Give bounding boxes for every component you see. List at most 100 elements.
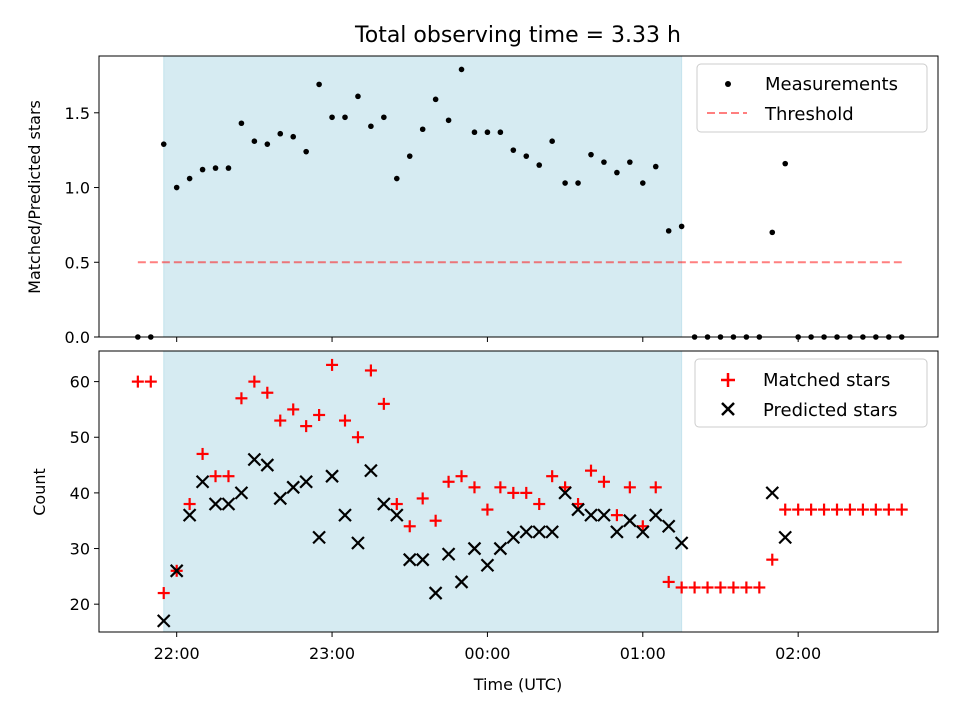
matched-stars-point xyxy=(843,503,856,516)
predicted-stars-point xyxy=(532,525,546,539)
measurement-point xyxy=(329,114,335,121)
matched-stars-point xyxy=(727,581,740,594)
matched-stars-point xyxy=(261,386,274,399)
matched-stars-point xyxy=(248,375,261,388)
matched-stars-point xyxy=(468,481,481,494)
measurement-point xyxy=(186,175,193,182)
predicted-stars-point xyxy=(156,614,171,628)
measurement-point xyxy=(639,180,646,186)
matched-stars-point xyxy=(688,581,701,594)
measurement-point xyxy=(471,129,478,136)
bottom-legend-box xyxy=(694,358,928,428)
top-legend-box xyxy=(696,63,928,133)
measurement-point xyxy=(652,163,659,170)
matched-stars-point xyxy=(856,503,869,516)
matched-stars-point xyxy=(779,503,792,516)
bottom-y-ticks: 20 30 40 50 60 xyxy=(70,373,99,614)
measurement-point xyxy=(484,129,491,136)
matched-stars-point xyxy=(157,587,170,600)
bottom-x-tick-label: 02:00 xyxy=(775,644,821,663)
bottom-y-tick-label: 20 xyxy=(70,595,90,614)
matched-stars-point xyxy=(675,581,688,594)
matched-stars-point xyxy=(636,520,649,533)
matched-stars-point xyxy=(740,581,753,594)
legend-matched-marker xyxy=(721,373,735,387)
top-axes-frame xyxy=(98,55,939,338)
measurement-point xyxy=(549,138,555,144)
predicted-stars-point xyxy=(428,586,443,600)
matched-stars-point xyxy=(196,447,209,460)
predicted-stars-point xyxy=(351,536,365,550)
measurement-point xyxy=(562,180,568,186)
matched-stars-point xyxy=(455,470,468,483)
measurement-point xyxy=(588,151,594,158)
matched-stars-point xyxy=(377,397,390,410)
predicted-stars-point xyxy=(454,575,469,589)
matched-stars-point xyxy=(494,481,507,494)
measurement-point xyxy=(342,114,348,121)
bottom-y-tick-label: 30 xyxy=(70,540,90,559)
bottom-x-tick-label: 00:00 xyxy=(464,644,510,663)
matched-stars-point xyxy=(805,503,818,516)
top-y-ticks: 0.0 0.5 1.0 1.5 xyxy=(65,104,99,347)
predicted-stars-point xyxy=(441,547,456,561)
predicted-stars-point xyxy=(765,486,780,500)
predicted-stars-point xyxy=(623,513,637,528)
predicted-stars-point xyxy=(377,497,391,511)
predicted-stars-point xyxy=(506,530,521,545)
predicted-stars-point xyxy=(234,486,249,500)
measurement-point xyxy=(290,133,297,140)
measurement-point xyxy=(458,66,465,73)
predicted-stars-point xyxy=(221,497,236,511)
predicted-stars-point xyxy=(610,525,624,539)
top-panel: 0.0 0.5 1.0 1.5 Matched/Predicted stars Mea… xyxy=(25,55,939,347)
predicted-stars-point xyxy=(415,552,430,567)
measurement-point xyxy=(523,153,530,159)
measurement-point xyxy=(264,141,271,147)
matched-stars-point xyxy=(274,414,287,427)
bottom-y-tick-label: 40 xyxy=(70,484,90,503)
predicted-stars-point xyxy=(480,558,495,573)
predicted-stars-point xyxy=(545,525,559,539)
predicted-stars-point xyxy=(636,525,650,539)
predicted-stars-point xyxy=(571,502,585,517)
predicted-stars-point xyxy=(169,564,184,578)
predicted-stars-point xyxy=(312,530,326,545)
predicted-stars-point xyxy=(182,508,197,522)
bottom-y-tick-label: 60 xyxy=(70,373,90,392)
bottom-y-tick-label: 50 xyxy=(70,428,90,447)
measurement-point xyxy=(536,162,543,168)
measurement-point xyxy=(303,148,309,155)
measurement-point xyxy=(212,165,219,171)
matched-stars-point xyxy=(662,575,675,588)
measurement-point xyxy=(406,153,413,159)
predicted-stars-point xyxy=(493,541,508,556)
chart-title: Total observing time = 3.33 h xyxy=(354,23,681,48)
matched-stars-point xyxy=(585,464,598,477)
top-legend: Measurements Threshold xyxy=(696,63,928,133)
bottom-plot-marks xyxy=(131,358,908,628)
measurement-point xyxy=(575,180,581,186)
matched-stars-point xyxy=(895,503,908,516)
bottom-shaded-region xyxy=(163,350,683,633)
bottom-x-tick-label: 01:00 xyxy=(620,644,666,663)
predicted-stars-point xyxy=(584,508,598,522)
matched-stars-point xyxy=(818,503,831,516)
matched-stars-point xyxy=(520,486,533,499)
legend-measurements-marker xyxy=(725,81,731,87)
matched-stars-point xyxy=(144,375,157,388)
predicted-stars-point xyxy=(299,474,313,489)
matched-stars-point xyxy=(597,475,610,488)
top-plot-marks xyxy=(135,66,905,340)
predicted-stars-point xyxy=(674,536,689,550)
matched-stars-point xyxy=(533,498,546,511)
predicted-stars-point xyxy=(778,530,792,545)
matched-stars-point xyxy=(559,481,572,494)
legend-predicted-label: Predicted stars xyxy=(763,400,897,421)
top-y-tick-label: 0.0 xyxy=(65,328,90,347)
matched-stars-point xyxy=(313,408,326,421)
top-y-tick-label: 1.0 xyxy=(65,179,90,198)
matched-stars-point xyxy=(831,503,844,516)
matched-stars-point xyxy=(869,503,882,516)
